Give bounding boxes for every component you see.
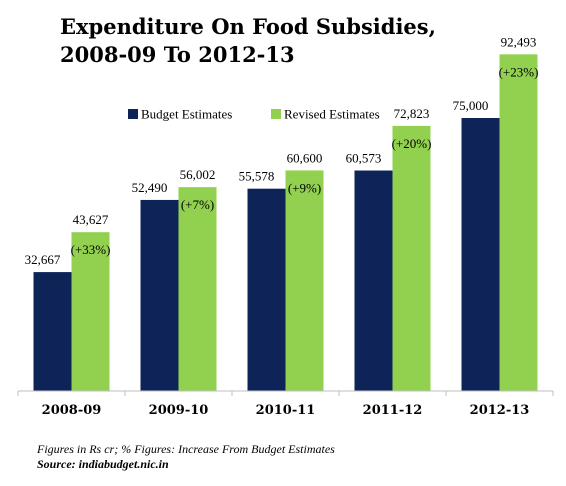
bar-budget-2011-12 bbox=[354, 170, 393, 391]
value-label-budget-2009-10: 52,490 bbox=[132, 180, 168, 195]
chart-title-line-1: Expenditure On Food Subsidies, bbox=[60, 14, 436, 39]
value-label-budget-2010-11: 55,578 bbox=[239, 169, 275, 184]
value-label-revised-2012-13: 92,493 bbox=[501, 34, 537, 49]
x-tick-label-2009-10: 2009-10 bbox=[149, 403, 209, 418]
x-tick-label-2011-12: 2011-12 bbox=[363, 403, 423, 418]
percent-annotation-2008-09: (+33%) bbox=[71, 242, 111, 257]
x-tick-label-2008-09: 2008-09 bbox=[42, 403, 102, 418]
bar-revised-2012-13 bbox=[499, 54, 538, 392]
bar-revised-2009-10 bbox=[178, 187, 217, 391]
bar-budget-2010-11 bbox=[247, 188, 286, 391]
chart-title-line-2: 2008-09 To 2012-13 bbox=[60, 42, 295, 67]
legend-swatch-2 bbox=[271, 109, 281, 119]
value-label-budget-2011-12: 60,573 bbox=[346, 151, 382, 166]
legend-label-2: Revised Estimates bbox=[284, 107, 380, 122]
value-label-revised-2011-12: 72,823 bbox=[394, 106, 430, 121]
bar-budget-2012-13 bbox=[461, 118, 500, 391]
bar-revised-2010-11 bbox=[285, 170, 324, 391]
bar-budget-2008-09 bbox=[33, 272, 72, 391]
legend-swatch-1 bbox=[128, 109, 138, 119]
percent-annotation-2009-10: (+7%) bbox=[181, 197, 214, 212]
bar-budget-2009-10 bbox=[140, 199, 179, 391]
percent-annotation-2012-13: (+23%) bbox=[499, 64, 539, 79]
value-label-budget-2008-09: 32,667 bbox=[25, 252, 61, 267]
chart-note: Figures in Rs cr; % Figures: Increase Fr… bbox=[37, 442, 335, 456]
chart-source: Source: indiabudget.nic.in bbox=[37, 457, 169, 471]
value-label-budget-2012-13: 75,000 bbox=[453, 98, 489, 113]
bar-revised-2008-09 bbox=[71, 232, 110, 391]
x-tick-label-2010-11: 2010-11 bbox=[256, 403, 316, 418]
legend-label-1: Budget Estimates bbox=[141, 107, 232, 122]
bar-revised-2011-12 bbox=[392, 125, 431, 391]
value-label-revised-2008-09: 43,627 bbox=[73, 212, 109, 227]
percent-annotation-2010-11: (+9%) bbox=[288, 180, 321, 195]
percent-annotation-2011-12: (+20%) bbox=[392, 136, 432, 151]
value-label-revised-2009-10: 56,002 bbox=[180, 167, 216, 182]
value-label-revised-2010-11: 60,600 bbox=[287, 150, 323, 165]
x-tick-label-2012-13: 2012-13 bbox=[470, 403, 530, 418]
